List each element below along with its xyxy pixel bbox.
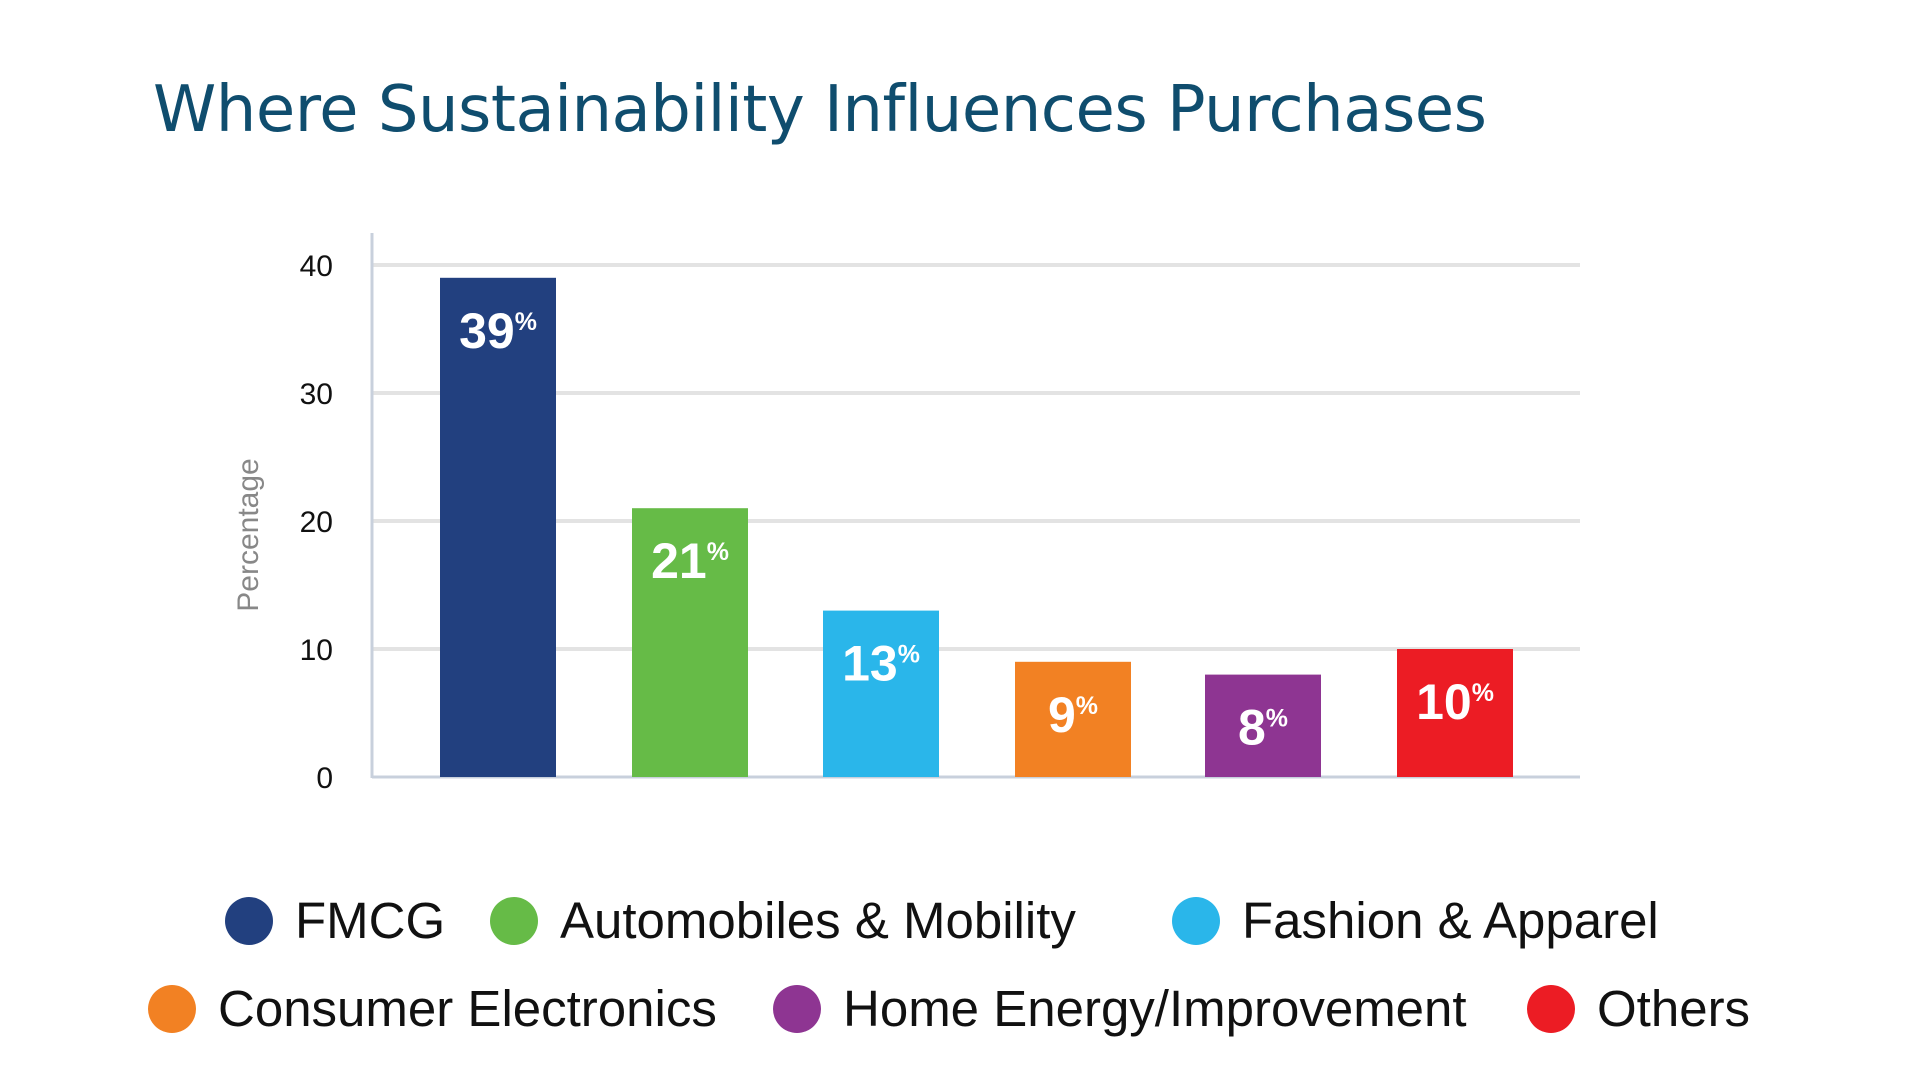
bar-others xyxy=(1397,649,1513,777)
data-label: 10% xyxy=(1416,674,1494,730)
data-label: 39% xyxy=(459,303,537,359)
axes xyxy=(370,233,1580,779)
data-label-value: 10 xyxy=(1416,674,1472,730)
y-tick-label: 0 xyxy=(316,762,333,795)
legend-label: Fashion & Apparel xyxy=(1242,892,1659,949)
legend-dot-icon xyxy=(773,984,821,1033)
y-tick-label: 20 xyxy=(300,506,333,539)
legend-label: Consumer Electronics xyxy=(218,980,717,1037)
y-tick-label: 40 xyxy=(300,250,333,283)
data-label: 9% xyxy=(1048,687,1098,743)
legend-dot-icon xyxy=(1527,984,1575,1033)
bar-fmcg xyxy=(440,277,556,777)
legend-dot-icon xyxy=(225,896,273,945)
data-label-percent: % xyxy=(515,308,537,336)
data-label-value: 9 xyxy=(1048,687,1076,743)
data-label-percent: % xyxy=(898,641,920,669)
legend-item: Automobiles & Mobility xyxy=(490,895,1076,946)
legend-item: Fashion & Apparel xyxy=(1172,895,1659,946)
legend-dot-icon xyxy=(490,896,538,945)
y-tick-labels: 0 10 20 30 40 xyxy=(300,250,333,795)
legend-item: Others xyxy=(1527,983,1750,1034)
legend-label: Others xyxy=(1597,980,1751,1037)
legend-label: Home Energy/Improvement xyxy=(843,980,1467,1037)
y-tick-label: 10 xyxy=(300,634,333,667)
legend-dot-icon xyxy=(148,984,196,1033)
y-axis-title: Percentage xyxy=(232,458,265,611)
legend-label: Automobiles & Mobility xyxy=(560,892,1076,949)
data-labels: 39%21%13%9% 8% 10% xyxy=(459,303,1494,756)
data-label-value: 13 xyxy=(842,636,898,692)
data-label-value: 21 xyxy=(651,533,707,589)
data-label-percent: % xyxy=(1266,705,1288,733)
bar-consumer-electronics xyxy=(1015,661,1131,777)
legend-label: FMCG xyxy=(295,892,446,949)
data-label-value: 39 xyxy=(459,303,515,359)
data-label-percent: % xyxy=(1472,679,1494,707)
data-label-percent: % xyxy=(1076,692,1098,720)
data-label: 13% xyxy=(842,636,920,692)
bars xyxy=(440,277,1513,777)
bar-automobiles-mobility xyxy=(632,508,748,777)
data-label: 21% xyxy=(651,533,729,589)
grid-lines xyxy=(372,263,1580,651)
data-label-value: 8 xyxy=(1238,700,1266,756)
data-label-percent: % xyxy=(707,538,729,566)
legend-item: Home Energy/Improvement xyxy=(773,983,1467,1034)
y-tick-label: 30 xyxy=(300,378,333,411)
legend-item: Consumer Electronics xyxy=(148,983,717,1034)
data-label: 8% xyxy=(1238,700,1288,756)
bar-home-energy-improvement xyxy=(1205,674,1321,777)
bar-fashion-apparel xyxy=(823,610,939,777)
legend-item: FMCG xyxy=(225,895,445,946)
chart-title: Where Sustainability Influences Purchase… xyxy=(153,73,1487,147)
legend-dot-icon xyxy=(1172,896,1220,945)
